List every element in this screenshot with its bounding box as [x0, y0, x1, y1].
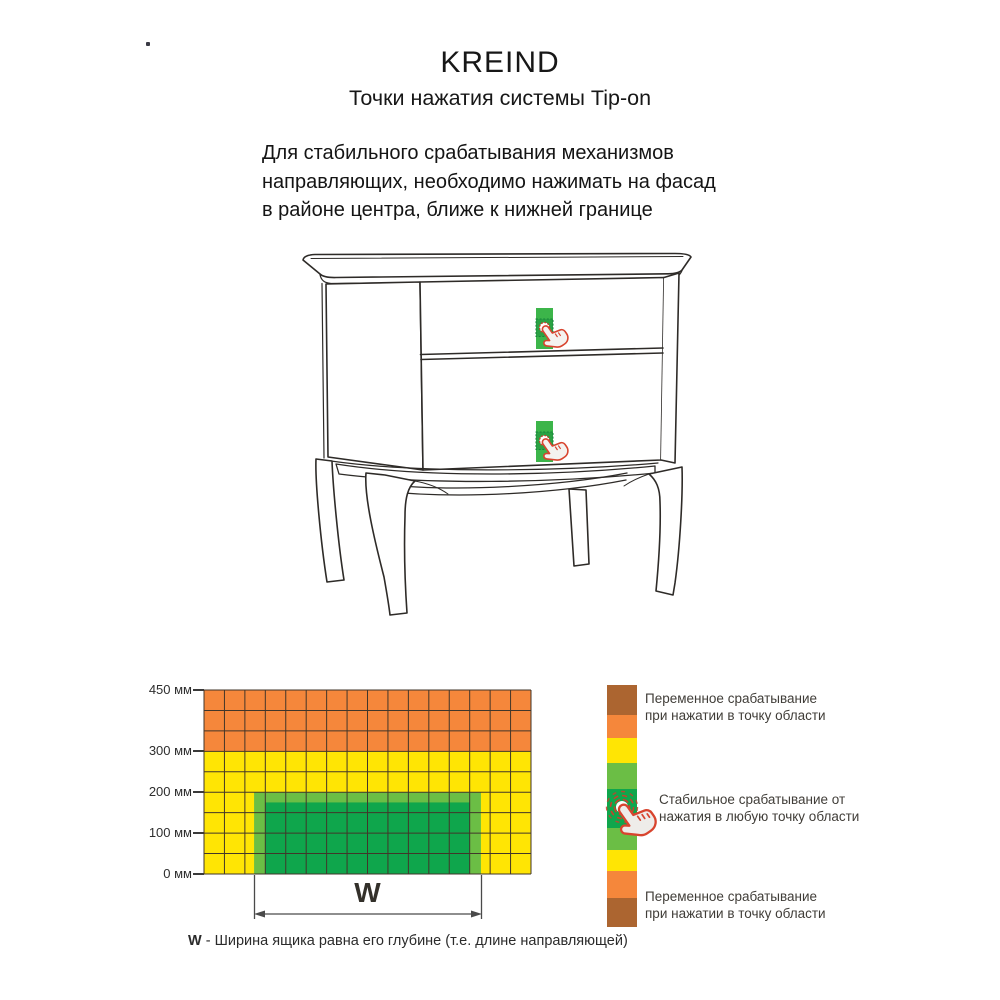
width-dimension-arrow — [253, 875, 483, 919]
page-title: KREIND — [440, 46, 560, 79]
intro-line: направляющих, необходимо нажимать на фас… — [262, 170, 716, 193]
y-tick-100: 100 мм — [148, 825, 192, 840]
width-caption-text: - Ширина ящика равна его глубине (т.е. д… — [201, 933, 628, 949]
legend-bar-segment-yellow-top — [607, 738, 637, 763]
legend-line: Стабильное срабатывание от — [659, 792, 846, 807]
legend-line: при нажатии в точку области — [645, 707, 826, 723]
legend-line: при нажатии в точку области — [645, 905, 826, 921]
page-subtitle: Точки нажатия системы Tip-on — [348, 86, 652, 110]
intro-line: в районе центра, ближе к нижней границе — [262, 199, 653, 221]
legend-bar-segment-orange-top — [607, 715, 637, 738]
tick-mark — [193, 689, 204, 691]
tick-mark — [193, 791, 204, 793]
nightstand-drawing — [302, 252, 692, 616]
y-tick-300: 300 мм — [148, 743, 192, 758]
y-tick-0: 0 мм — [163, 866, 192, 881]
grid-lines — [203, 689, 532, 875]
width-caption-symbol: W — [188, 933, 202, 949]
print-artifact-dot — [146, 42, 150, 46]
y-tick-450: 450 мм — [148, 682, 192, 697]
width-dimension-label: W — [354, 877, 381, 908]
width-caption: W - Ширина ящика равна его глубине (т.е.… — [188, 933, 628, 949]
legend-item-variable-top: Переменное срабатывание при нажатии в то… — [645, 691, 925, 724]
y-tick-200: 200 мм — [148, 784, 192, 799]
tick-mark — [193, 873, 204, 875]
legend-bar-segment-brown-top — [607, 685, 637, 715]
legend-line: нажатия в любую точку области — [659, 808, 860, 824]
tick-mark — [193, 750, 204, 752]
press-zone-grid — [203, 689, 532, 875]
legend-bar-segment-orange-bottom — [607, 871, 637, 898]
legend-line: Переменное срабатывание — [645, 889, 818, 904]
legend-bar-segment-yellow-bottom — [607, 850, 637, 871]
tick-mark — [193, 832, 204, 834]
legend-item-stable: Стабильное срабатывание от нажатия в люб… — [659, 792, 939, 825]
legend-item-variable-bottom: Переменное срабатывание при нажатии в то… — [645, 889, 925, 922]
legend-line: Переменное срабатывание — [645, 691, 818, 706]
intro-paragraph: Для стабильного срабатывания механизмов … — [262, 139, 716, 225]
legend-bar-segment-brown-bottom — [607, 898, 637, 927]
tap-ripple-hand-icon — [605, 790, 661, 846]
intro-line: Для стабильного срабатывания механизмов — [262, 142, 674, 164]
legend-bar-segment-light-green-top — [607, 763, 637, 789]
